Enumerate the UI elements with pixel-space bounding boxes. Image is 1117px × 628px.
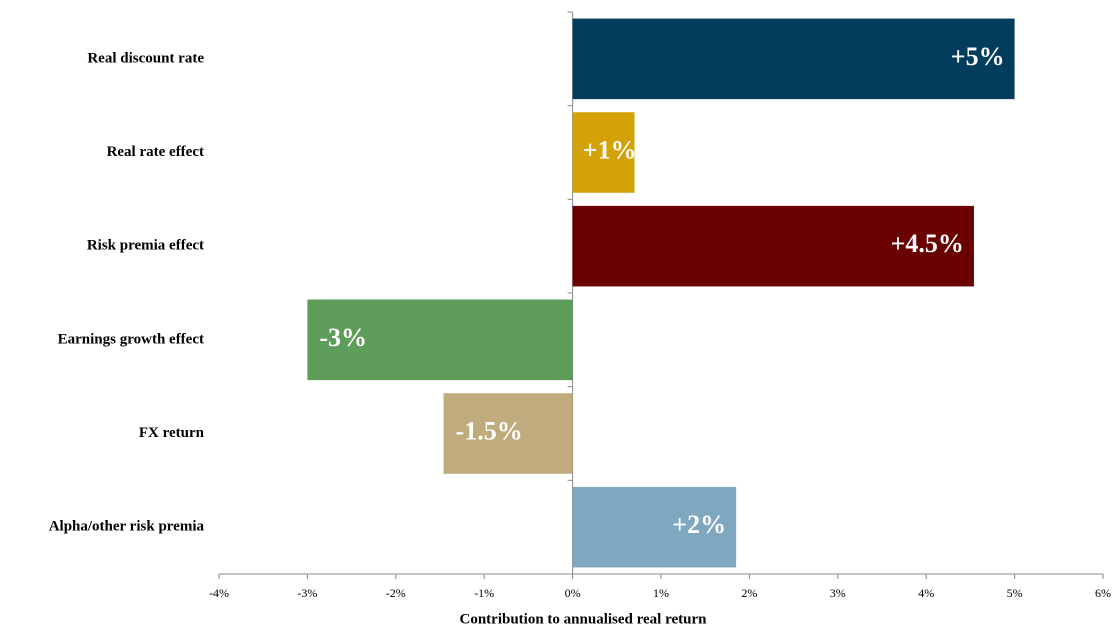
x-tick-label: 5% <box>1007 586 1023 600</box>
x-tick-label: -3% <box>297 586 317 600</box>
x-tick-label: 3% <box>830 586 846 600</box>
bar <box>307 299 573 381</box>
x-tick-label: -1% <box>474 586 494 600</box>
category-label: Real discount rate <box>87 50 204 66</box>
x-axis-title: Contribution to annualised real return <box>460 611 708 627</box>
data-label: -1.5% <box>456 416 523 445</box>
data-label: +4.5% <box>891 229 964 258</box>
category-label: Real rate effect <box>107 144 204 160</box>
category-label: Risk premia effect <box>87 238 204 254</box>
bar <box>572 18 1015 100</box>
x-tick-label: 2% <box>741 586 757 600</box>
data-label: -3% <box>319 323 367 352</box>
bar <box>572 112 635 193</box>
bar <box>443 393 573 474</box>
bar <box>572 486 737 568</box>
x-tick-label: 6% <box>1095 586 1111 600</box>
x-tick-label: -4% <box>209 586 229 600</box>
x-tick-label: 1% <box>653 586 669 600</box>
bar <box>572 205 974 287</box>
data-label: +2% <box>672 510 726 539</box>
category-label: FX return <box>139 425 205 441</box>
x-tick-label: -2% <box>386 586 406 600</box>
data-label: +5% <box>951 42 1005 71</box>
data-label: +1% <box>583 135 637 164</box>
category-label: Earnings growth effect <box>58 331 204 347</box>
x-tick-label: 0% <box>565 586 581 600</box>
category-label: Alpha/other risk premia <box>49 519 205 535</box>
x-tick-label: 4% <box>918 586 934 600</box>
